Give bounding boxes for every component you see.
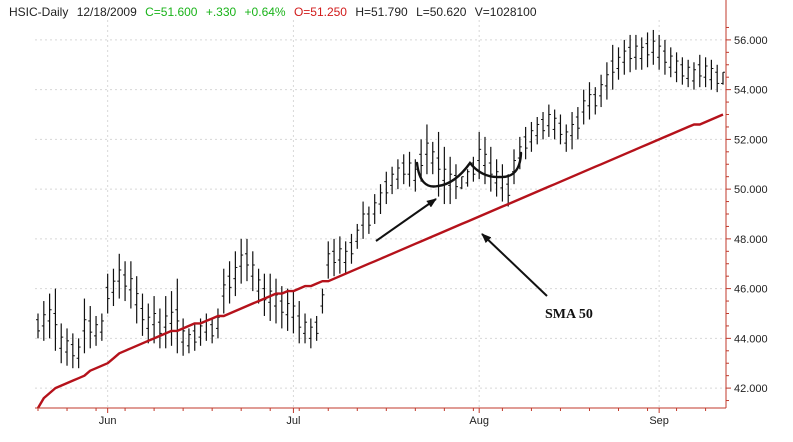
close-value: C=51.600 <box>145 5 198 19</box>
volume-value: V=1028100 <box>474 5 537 19</box>
change-value: +.330 <box>205 5 237 19</box>
y-tick-label: 46.000 <box>734 284 768 296</box>
y-tick-label: 50.000 <box>734 184 768 196</box>
y-tick-label: 54.000 <box>734 85 768 97</box>
low-value: L=50.620 <box>416 5 467 19</box>
annotations: SMA 50 <box>375 151 593 322</box>
y-tick-label: 56.000 <box>734 35 768 47</box>
x-tick-label: Sep <box>649 415 669 427</box>
x-tick-label: Jul <box>286 415 300 427</box>
x-tick-label: Aug <box>469 415 489 427</box>
chart-header: HSIC-Daily 12/18/2009 C=51.600 +.330 +0.… <box>9 5 542 19</box>
sma-annotation-label: SMA 50 <box>545 307 593 322</box>
y-tick-label: 48.000 <box>734 234 768 246</box>
high-value: H=51.790 <box>355 5 408 19</box>
date-label: 12/18/2009 <box>76 5 137 19</box>
symbol-label: HSIC-Daily <box>9 5 69 19</box>
sma-line <box>36 113 724 409</box>
cup-handle-curve <box>415 151 523 188</box>
price-bars <box>36 29 725 369</box>
y-tick-label: 42.000 <box>734 383 768 395</box>
axes: 42.000 44.000 46.000 48.000 50.000 52.000 54.0… <box>35 0 768 427</box>
open-value: O=51.250 <box>293 5 347 19</box>
trend-arrow <box>375 198 437 242</box>
x-tick-label: Jun <box>99 415 117 427</box>
change-pct-value: +0.64% <box>244 5 286 19</box>
grid-lines <box>35 20 726 408</box>
y-tick-label: 52.000 <box>734 134 768 146</box>
y-tick-label: 44.000 <box>734 333 768 345</box>
sma-50-line <box>36 113 724 409</box>
sma-pointer-arrow <box>481 233 548 297</box>
